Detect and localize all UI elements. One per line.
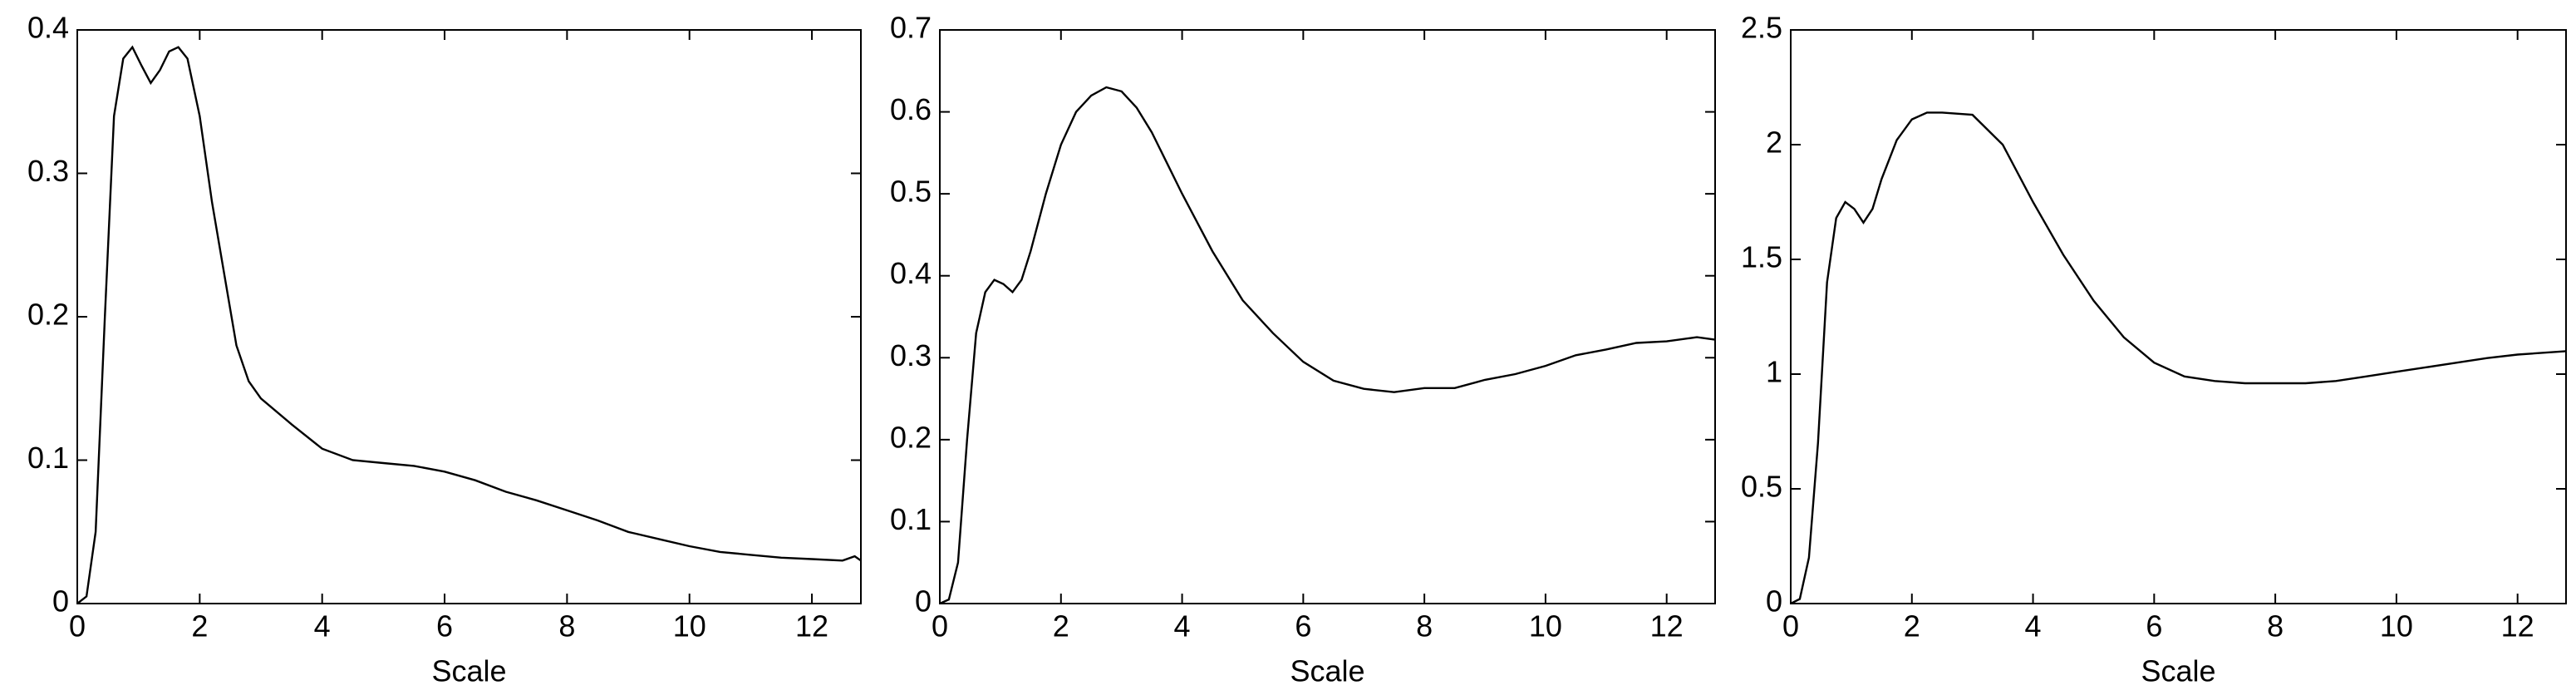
x-tick-label: 0 — [932, 609, 948, 643]
x-tick-label: 8 — [2267, 609, 2283, 643]
x-tick-label: 6 — [436, 609, 453, 643]
x-tick-label: 12 — [2501, 609, 2534, 643]
data-line — [939, 86, 1716, 605]
x-tick-label: 12 — [795, 609, 828, 643]
x-tick-label: 8 — [1416, 609, 1433, 643]
y-tick-label: 0.4 — [890, 256, 932, 290]
y-tick-label: 0.4 — [27, 11, 69, 45]
x-tick-label: 6 — [2146, 609, 2162, 643]
y-tick-label: 0 — [915, 584, 932, 619]
y-tick-label: 0.6 — [890, 92, 932, 126]
x-tick-label: 4 — [2025, 609, 2042, 643]
plot-frame — [939, 29, 1716, 604]
plot-frame — [1790, 29, 2567, 604]
x-tick-label: 4 — [1174, 609, 1191, 643]
y-tick-label: 1.5 — [1741, 240, 1782, 274]
x-tick-label: 2 — [191, 609, 208, 643]
x-axis-label: Scale — [2141, 654, 2215, 688]
x-tick-label: 0 — [69, 609, 86, 643]
x-tick-label: 12 — [1650, 609, 1684, 643]
y-tick-label: 0.1 — [27, 441, 69, 475]
x-axis-label: Scale — [431, 654, 506, 688]
y-tick-label: 0.3 — [890, 338, 932, 372]
y-tick-label: 0.3 — [27, 154, 69, 188]
y-tick-label: 0 — [1766, 584, 1782, 619]
x-tick-label: 8 — [558, 609, 575, 643]
x-tick-label: 10 — [673, 609, 706, 643]
x-tick-label: 2 — [1904, 609, 1920, 643]
y-tick-label: 0.2 — [27, 298, 69, 332]
x-tick-label: 0 — [1782, 609, 1799, 643]
x-tick-label: 6 — [1295, 609, 1311, 643]
y-tick-label: 0.7 — [890, 11, 932, 45]
y-tick-label: 0.5 — [890, 175, 932, 209]
y-tick-label: 0.1 — [890, 502, 932, 536]
y-tick-label: 1 — [1766, 355, 1782, 389]
x-axis-label: Scale — [1290, 654, 1364, 688]
y-tick-label: 0 — [52, 584, 69, 619]
data-line — [76, 45, 862, 604]
y-tick-label: 0.5 — [1741, 470, 1782, 504]
y-tick-label: 0.2 — [890, 420, 932, 454]
x-tick-label: 10 — [2380, 609, 2413, 643]
x-tick-label: 4 — [314, 609, 331, 643]
plot-frame — [76, 29, 862, 604]
y-tick-label: 2.5 — [1741, 11, 1782, 45]
data-line — [1790, 111, 2567, 605]
y-tick-label: 2 — [1766, 126, 1782, 160]
x-tick-label: 2 — [1053, 609, 1069, 643]
x-tick-label: 10 — [1529, 609, 1562, 643]
